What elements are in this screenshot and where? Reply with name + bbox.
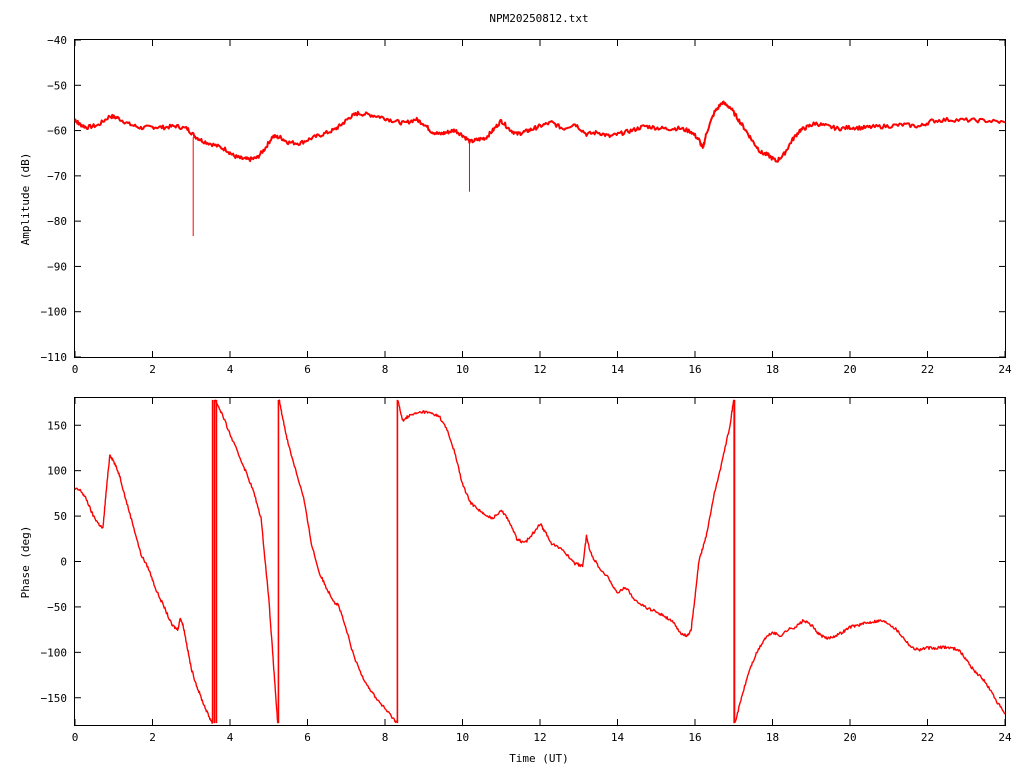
phase-plot-frame <box>74 397 1006 726</box>
phase-marks <box>74 399 1006 725</box>
amplitude-x-tick-label: 4 <box>227 363 234 376</box>
phase-series-line-2 <box>278 399 397 723</box>
phase-series-line-1 <box>214 399 279 724</box>
amplitude-y-tick-label: −50 <box>47 79 67 92</box>
amplitude-tick-labels: 0 2 4 6 8 10 12 14 16 18 20 22 24−110−100−90−80−70−6… <box>41 34 1012 376</box>
amplitude-y-tick-label: −100 <box>41 306 68 319</box>
amplitude-y-tick-label: −60 <box>47 125 67 138</box>
amplitude-x-tick-label: 16 <box>688 363 701 376</box>
phase-x-tick-label: 2 <box>149 731 156 744</box>
amplitude-x-tick-label: 8 <box>382 363 389 376</box>
amplitude-series-line-0 <box>74 100 1006 163</box>
phase-x-tick-label: 8 <box>382 731 389 744</box>
phase-x-tick-label: 24 <box>998 731 1012 744</box>
phase-y-tick-label: −100 <box>41 646 68 659</box>
phase-x-tick-label: 14 <box>611 731 625 744</box>
phase-y-tick-label: 100 <box>47 465 67 478</box>
phase-x-tick-label: 22 <box>921 731 934 744</box>
amplitude-y-axis-label: Amplitude (dB) <box>19 153 32 246</box>
phase-y-axis-label: Phase (deg) <box>19 526 32 599</box>
phase-x-tick-label: 10 <box>456 731 469 744</box>
amplitude-x-tick-label: 18 <box>766 363 779 376</box>
phase-x-tick-label: 16 <box>688 731 701 744</box>
phase-ticks <box>74 398 1006 725</box>
amplitude-x-tick-label: 20 <box>843 363 856 376</box>
phase-y-tick-label: 50 <box>54 510 67 523</box>
amplitude-y-tick-label: −90 <box>47 260 67 273</box>
phase-x-tick-label: 0 <box>72 731 79 744</box>
phase-x-tick-label: 6 <box>304 731 311 744</box>
amplitude-x-tick-label: 0 <box>72 363 79 376</box>
amplitude-plot-frame <box>74 39 1006 358</box>
amplitude-x-tick-label: 12 <box>533 363 546 376</box>
phase-tick-labels: 0 2 4 6 8 10 12 14 16 18 20 22 24−150−100−5005010015… <box>41 419 1012 744</box>
amplitude-x-tick-label: 2 <box>149 363 156 376</box>
phase-x-tick-label: 12 <box>533 731 546 744</box>
amplitude-marks <box>74 100 1006 237</box>
phase-y-tick-label: 150 <box>47 419 67 432</box>
amplitude-y-tick-label: −70 <box>47 170 67 183</box>
amplitude-x-tick-label: 14 <box>611 363 625 376</box>
x-axis-label: Time (UT) <box>509 752 569 765</box>
phase-series-line-3 <box>397 399 735 638</box>
phase-x-tick-label: 4 <box>227 731 234 744</box>
phase-series-line-0 <box>74 454 213 725</box>
phase-x-tick-label: 18 <box>766 731 779 744</box>
amplitude-y-tick-label: −40 <box>47 34 67 47</box>
amplitude-x-tick-label: 6 <box>304 363 311 376</box>
phase-x-tick-label: 20 <box>843 731 856 744</box>
phase-series-line-4 <box>734 619 1006 723</box>
figure-title: NPM20250812.txt <box>489 12 588 25</box>
phase-y-tick-label: −50 <box>47 601 67 614</box>
amplitude-x-tick-label: 10 <box>456 363 469 376</box>
amplitude-x-tick-label: 22 <box>921 363 934 376</box>
amplitude-x-tick-label: 24 <box>998 363 1012 376</box>
phase-y-tick-label: −150 <box>41 692 68 705</box>
amplitude-panel: 0 2 4 6 8 10 12 14 16 18 20 22 24−110−100−90−80−70−6… <box>19 34 1012 376</box>
amplitude-ticks <box>74 39 1006 358</box>
amplitude-y-tick-label: −80 <box>47 215 67 228</box>
phase-panel: 0 2 4 6 8 10 12 14 16 18 20 22 24−150−100−5005010015… <box>19 397 1012 765</box>
phase-y-tick-label: 0 <box>60 556 67 569</box>
amplitude-y-tick-label: −110 <box>41 351 68 364</box>
